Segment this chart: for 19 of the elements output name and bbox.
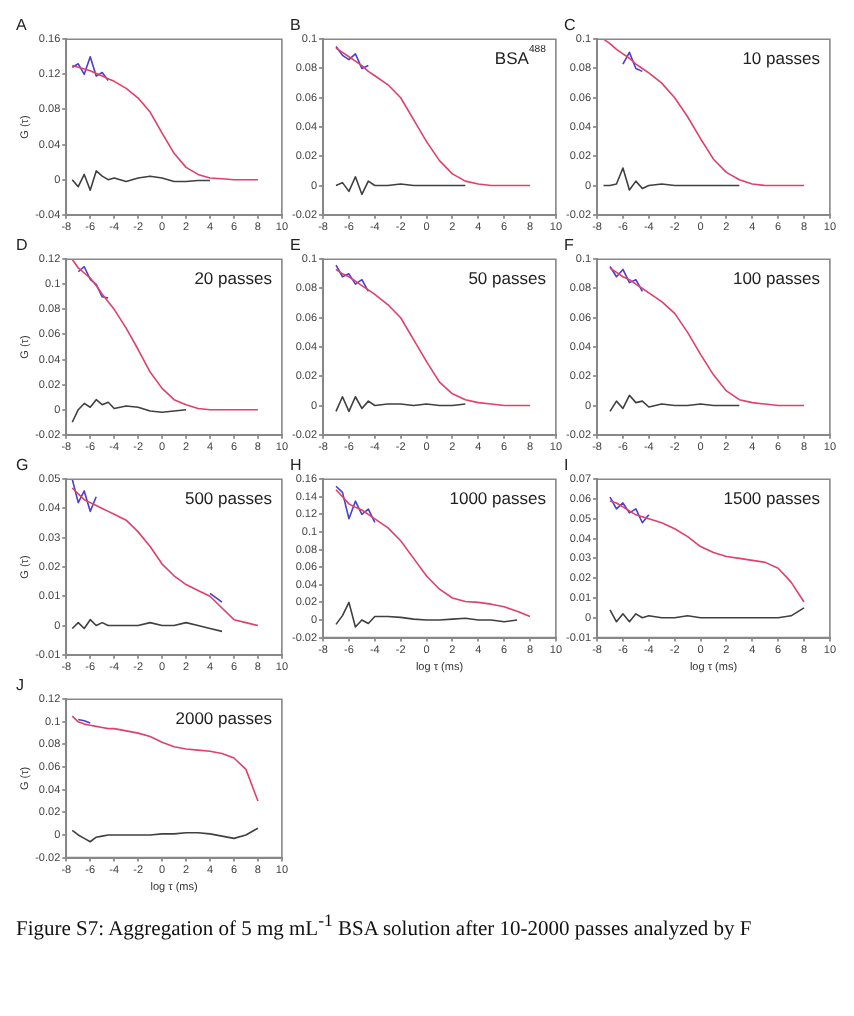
caption: Figure S7: Aggregation of 5 mg mL$^{-1}$ BSA solution after 10-2000 passes analyzed by F <box>16 908 754 943</box>
chart-title: D <box>16 236 28 255</box>
chart-title: F <box>564 236 574 255</box>
annotation: 1500 passes <box>723 488 820 509</box>
chart-title: I <box>564 456 569 475</box>
annotation: 500 passes <box>184 488 272 509</box>
chart-title: A <box>16 16 28 35</box>
chart-title: B <box>290 16 301 35</box>
chart-title: E <box>290 236 301 255</box>
chart-title: C <box>564 16 576 35</box>
annotation: 50 passes <box>468 268 546 289</box>
annotation: 100 passes <box>732 268 820 289</box>
chart-title: G <box>16 456 29 475</box>
annotation: 2000 passes <box>175 708 272 729</box>
annotation: 20 passes <box>194 268 272 289</box>
chart-title: H <box>290 456 302 475</box>
chart-title: J <box>16 676 24 695</box>
annotation: 1000 passes <box>449 488 546 509</box>
annotation: 10 passes <box>742 48 820 69</box>
